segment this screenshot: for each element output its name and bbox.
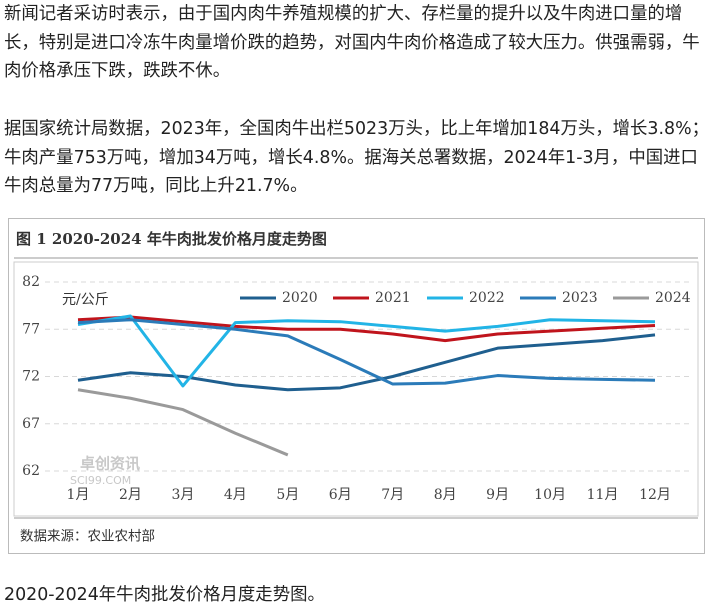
chart-title: 图 1 2020-2024 年牛肉批发价格月度走势图	[16, 230, 327, 248]
legend-label: 2020	[282, 290, 318, 306]
legend-label: 2024	[655, 290, 691, 306]
x-tick-label: 1月	[67, 487, 90, 503]
y-axis-label: 元/公斤	[62, 292, 109, 308]
x-tick-label: 7月	[381, 487, 404, 503]
caption: 2020-2024年牛肉批发价格月度走势图。	[4, 585, 325, 605]
plot-frame	[13, 261, 699, 517]
series-line	[77, 318, 656, 386]
source: 数据来源：农业农村部	[20, 529, 155, 545]
x-tick-label: 11月	[587, 487, 619, 503]
x-tick-label: 2月	[119, 487, 142, 503]
watermark: SCI99.COM	[70, 474, 131, 487]
y-tick-label: 82	[22, 274, 40, 290]
x-tick-label: 4月	[224, 487, 247, 503]
y-tick-label: 72	[22, 369, 40, 385]
x-tick-label: 12月	[639, 487, 671, 503]
chart: 图 1 2020-2024 年牛肉批发价格月度走势图 元/公斤 卓创资讯 SCI…	[8, 218, 705, 554]
paragraph: 据国家统计局数据，2023年，全国肉牛出栏5023万头，比上年增加184万头，增…	[4, 119, 710, 196]
series-line	[77, 315, 656, 343]
legend-label: 2021	[375, 290, 411, 306]
legend-label: 2023	[562, 290, 598, 306]
y-tick-label: 62	[22, 463, 40, 479]
legend-label: 2022	[469, 290, 505, 306]
series-line	[77, 314, 656, 388]
x-tick-label: 5月	[276, 487, 299, 503]
series-line	[77, 388, 289, 457]
watermark: 卓创资讯	[80, 455, 140, 473]
y-tick-label: 77	[22, 321, 40, 337]
x-tick-label: 10月	[534, 487, 566, 503]
x-tick-label: 6月	[329, 487, 352, 503]
x-tick-label: 8月	[434, 487, 457, 503]
y-tick-label: 67	[22, 416, 40, 432]
x-tick-label: 9月	[486, 487, 509, 503]
paragraph: 新闻记者采访时表示，由于国内肉牛养殖规模的扩大、存栏量的提升以及牛肉进口量的增长…	[4, 4, 700, 81]
x-tick-label: 3月	[171, 487, 194, 503]
